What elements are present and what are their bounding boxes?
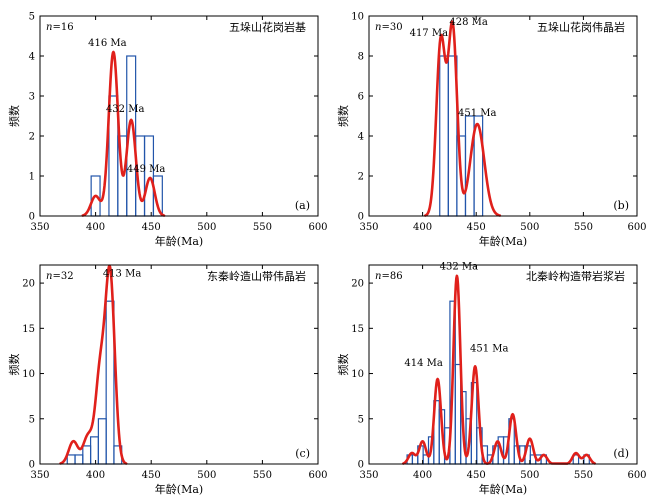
x-tick-label: 500 [197, 470, 216, 481]
x-tick-label: 400 [413, 222, 432, 233]
x-tick-label: 350 [30, 222, 49, 233]
plot-frame [368, 15, 638, 217]
plot-frame [39, 15, 319, 217]
y-tick-label: 0 [358, 212, 364, 223]
panel-label: (b) [613, 199, 629, 212]
y-tick-label: 2 [29, 132, 35, 143]
sample-count-label: n=86 [375, 271, 403, 282]
histogram-bar [89, 436, 99, 465]
histogram-bar [82, 445, 92, 465]
histogram-bar [66, 454, 76, 465]
y-tick-label: 10 [351, 369, 364, 380]
sample-count-label: n=32 [46, 271, 74, 282]
peak-label: 414 Ma [404, 358, 443, 369]
x-tick-label: 400 [86, 222, 105, 233]
x-tick-label: 500 [520, 222, 539, 233]
x-axis-label: 年龄(Ma) [155, 482, 203, 496]
y-tick-label: 5 [29, 414, 35, 425]
y-tick-label: 0 [358, 460, 364, 471]
y-tick-label: 0 [29, 460, 35, 471]
panel-c: 350 400 450 500 550 600 0 5 10 15 20 年龄(Ma) 频数 n=32 东秦… [7, 264, 328, 496]
x-tick-label: 450 [142, 222, 161, 233]
sample-count-label: n=16 [46, 22, 74, 33]
y-tick-label: 0 [29, 212, 35, 223]
panel-label: (a) [295, 199, 310, 212]
y-axis-label: 频数 [7, 105, 21, 127]
x-tick-label: 600 [308, 470, 327, 481]
panel-title: 北秦岭构造带岩浆岩 [526, 269, 625, 283]
y-tick-label: 5 [29, 12, 35, 23]
y-tick-label: 6 [358, 92, 364, 103]
peak-label: 451 Ma [458, 108, 497, 119]
x-tick-label: 550 [253, 222, 272, 233]
panel-title: 五垛山花岗伟晶岩 [537, 20, 625, 34]
x-tick-label: 600 [308, 222, 327, 233]
kde-curve [423, 20, 502, 217]
peak-label: 428 Ma [449, 17, 488, 28]
kde-curve [59, 264, 128, 465]
x-tick-label: 500 [197, 222, 216, 233]
panel-title: 东秦岭造山带伟晶岩 [207, 269, 306, 283]
y-tick-label: 2 [358, 172, 364, 183]
x-axis-label: 年龄(Ma) [155, 234, 203, 248]
y-axis-label: 频数 [336, 105, 350, 127]
histogram-bar [74, 454, 84, 465]
peak-label: 417 Ma [410, 28, 449, 39]
plot-frame [368, 264, 638, 465]
peak-label: 432 Ma [440, 261, 479, 272]
peak-label: 432 Ma [106, 104, 145, 115]
x-tick-label: 550 [574, 470, 593, 481]
panel-a: 350 400 450 500 550 600 0 1 2 3 4 5 年龄(Ma) 频数 n=16 五垛山花… [7, 12, 328, 249]
kde-curve [81, 50, 166, 217]
y-tick-label: 10 [351, 12, 364, 23]
y-tick-label: 10 [22, 369, 35, 380]
x-tick-label: 550 [253, 470, 272, 481]
y-tick-label: 3 [29, 92, 35, 103]
plot-frame [39, 264, 319, 465]
x-tick-label: 550 [574, 222, 593, 233]
sample-count-label: n=30 [375, 22, 403, 33]
y-axis-label: 频数 [7, 354, 21, 376]
x-tick-label: 350 [30, 470, 49, 481]
x-tick-label: 350 [359, 470, 378, 481]
y-tick-label: 4 [29, 52, 35, 63]
x-tick-label: 400 [86, 470, 105, 481]
x-tick-label: 450 [142, 470, 161, 481]
kde-curve [402, 274, 596, 465]
x-axis-label: 年龄(Ma) [479, 482, 527, 496]
x-tick-label: 500 [520, 470, 539, 481]
x-tick-label: 600 [627, 470, 646, 481]
histogram-bar [439, 55, 449, 217]
x-axis-label: 年龄(Ma) [479, 234, 527, 248]
y-tick-label: 20 [22, 279, 35, 290]
x-tick-label: 450 [467, 222, 486, 233]
x-tick-label: 600 [627, 222, 646, 233]
peak-label: 416 Ma [88, 38, 127, 49]
histogram-bar [97, 418, 107, 465]
panel-title: 五垛山花岗岩基 [229, 20, 306, 34]
y-tick-label: 15 [351, 324, 364, 335]
y-axis-label: 频数 [336, 354, 350, 376]
peak-label: 449 Ma [127, 164, 166, 175]
y-tick-label: 5 [358, 414, 364, 425]
x-tick-label: 450 [467, 470, 486, 481]
y-tick-label: 20 [351, 279, 364, 290]
panel-b: 350 400 450 500 550 600 0 2 4 6 8 10 年龄(Ma) 频数 n=30 五垛山… [336, 12, 647, 249]
panel-label: (d) [613, 447, 629, 460]
peak-label: 413 Ma [103, 269, 142, 280]
y-tick-label: 4 [358, 132, 364, 143]
y-tick-label: 1 [29, 172, 35, 183]
y-tick-label: 15 [22, 324, 35, 335]
histogram-bar [454, 363, 462, 465]
x-tick-label: 400 [413, 470, 432, 481]
histogram-bar [143, 135, 155, 217]
panel-d: 350 400 450 500 550 600 0 5 10 15 20 年龄(Ma) 频数 n=86 北秦… [336, 261, 647, 496]
peak-label: 451 Ma [470, 344, 509, 355]
panel-label: (c) [295, 447, 310, 460]
y-tick-label: 8 [358, 52, 364, 63]
x-tick-label: 350 [359, 222, 378, 233]
